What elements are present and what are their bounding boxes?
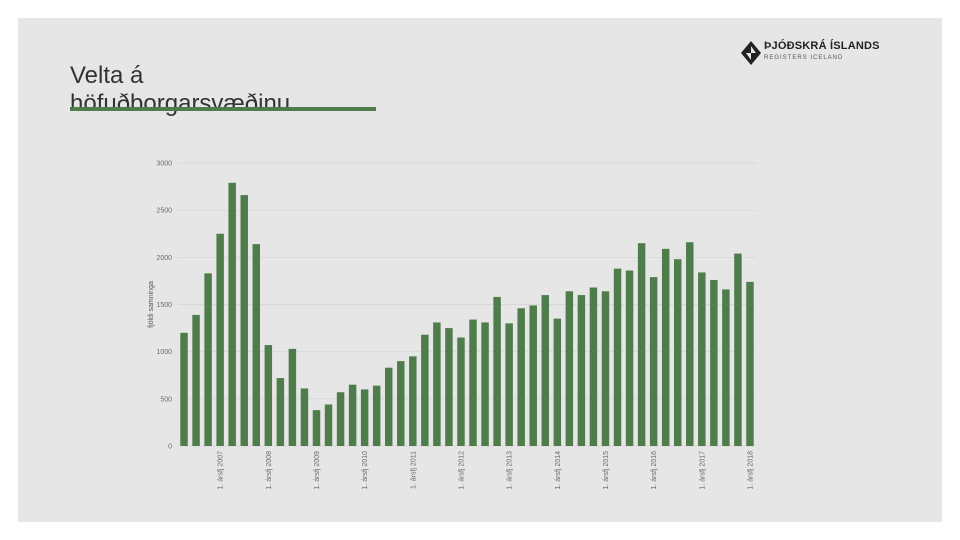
x-tick-label: 1. ársfj 2017	[699, 451, 706, 490]
bar	[300, 388, 309, 446]
bar	[481, 322, 489, 446]
bar	[589, 287, 598, 446]
bar	[180, 332, 188, 446]
bar	[553, 318, 562, 446]
bar	[746, 281, 754, 446]
bar	[734, 253, 742, 446]
slide-title: Velta á höfuðborgarsvæðinu	[70, 62, 291, 117]
bar	[360, 389, 369, 446]
bar	[348, 384, 357, 446]
bar	[204, 273, 212, 446]
bar	[649, 277, 658, 446]
logo-name: ÞJÓÐSKRÁ ÍSLANDS	[764, 40, 880, 52]
diamond-logo-icon	[741, 41, 761, 65]
bars	[180, 182, 754, 446]
bar	[385, 367, 393, 446]
bar	[565, 291, 574, 446]
slide-background	[18, 18, 942, 522]
bar	[469, 319, 477, 446]
bar	[710, 279, 718, 446]
y-tick-label: 1500	[156, 302, 172, 309]
bar	[228, 182, 236, 446]
y-tick-label: 1000	[156, 349, 172, 356]
bar	[409, 356, 417, 446]
bar	[433, 322, 441, 446]
x-tick-label: 1. ársfj 2016	[651, 451, 658, 490]
bar	[216, 233, 224, 446]
bar	[445, 328, 453, 446]
bar	[517, 308, 525, 446]
y-tick-label: 0	[168, 444, 172, 451]
bar	[577, 295, 586, 446]
bar	[276, 378, 285, 446]
bar	[722, 289, 730, 446]
y-tick-labels: 0 500 1000 1500 2000 2500 3000	[156, 161, 172, 451]
bar	[252, 244, 261, 446]
bar	[288, 348, 297, 446]
x-tick-label: 1. ársfj 2015	[603, 451, 610, 490]
y-tick-label: 2500	[156, 208, 172, 215]
bar	[674, 259, 682, 446]
bar	[312, 410, 321, 446]
bar	[505, 323, 513, 446]
bar	[686, 242, 694, 446]
logo: ÞJÓÐSKRÁ ÍSLANDS REGISTERS ICELAND	[740, 38, 910, 72]
x-tick-labels: 1. ársfj 2007 1. ársfj 2008 1. ársfj 2009 1…	[218, 451, 755, 490]
title-underline	[70, 107, 376, 111]
x-tick-label: 1. ársfj 2018	[747, 451, 754, 490]
x-tick-label: 1. ársfj 2007	[218, 451, 225, 490]
x-tick-label: 1. ársfj 2013	[507, 451, 514, 490]
y-tick-label: 500	[160, 396, 172, 403]
bar	[601, 291, 610, 446]
x-tick-label: 1. ársfj 2009	[314, 451, 321, 490]
bar	[637, 243, 646, 446]
y-axis-title: fjöldi samninga	[148, 281, 155, 328]
x-tick-label: 1. ársfj 2011	[410, 451, 417, 489]
bar	[625, 270, 634, 446]
x-tick-label: 1. ársfj 2010	[362, 451, 369, 490]
bar	[336, 392, 345, 446]
bar	[661, 248, 670, 446]
bar	[493, 296, 501, 446]
bar	[613, 268, 622, 446]
bar	[324, 404, 333, 446]
y-tick-label: 2000	[156, 255, 172, 262]
bar	[192, 314, 200, 446]
bar	[698, 272, 706, 446]
bar	[264, 345, 273, 446]
logo-subtitle: REGISTERS ICELAND	[764, 55, 844, 61]
bar	[372, 385, 381, 446]
bar	[529, 305, 537, 446]
bar	[541, 295, 550, 446]
bar	[240, 195, 248, 446]
x-tick-label: 1. ársfj 2012	[458, 451, 465, 490]
x-tick-label: 1. ársfj 2008	[266, 451, 273, 490]
gridlines	[178, 162, 756, 447]
bar	[457, 337, 465, 446]
x-tick-label: 1. ársfj 2014	[555, 451, 562, 490]
y-tick-label: 3000	[156, 161, 172, 168]
bar	[397, 361, 405, 446]
bar	[421, 334, 429, 446]
